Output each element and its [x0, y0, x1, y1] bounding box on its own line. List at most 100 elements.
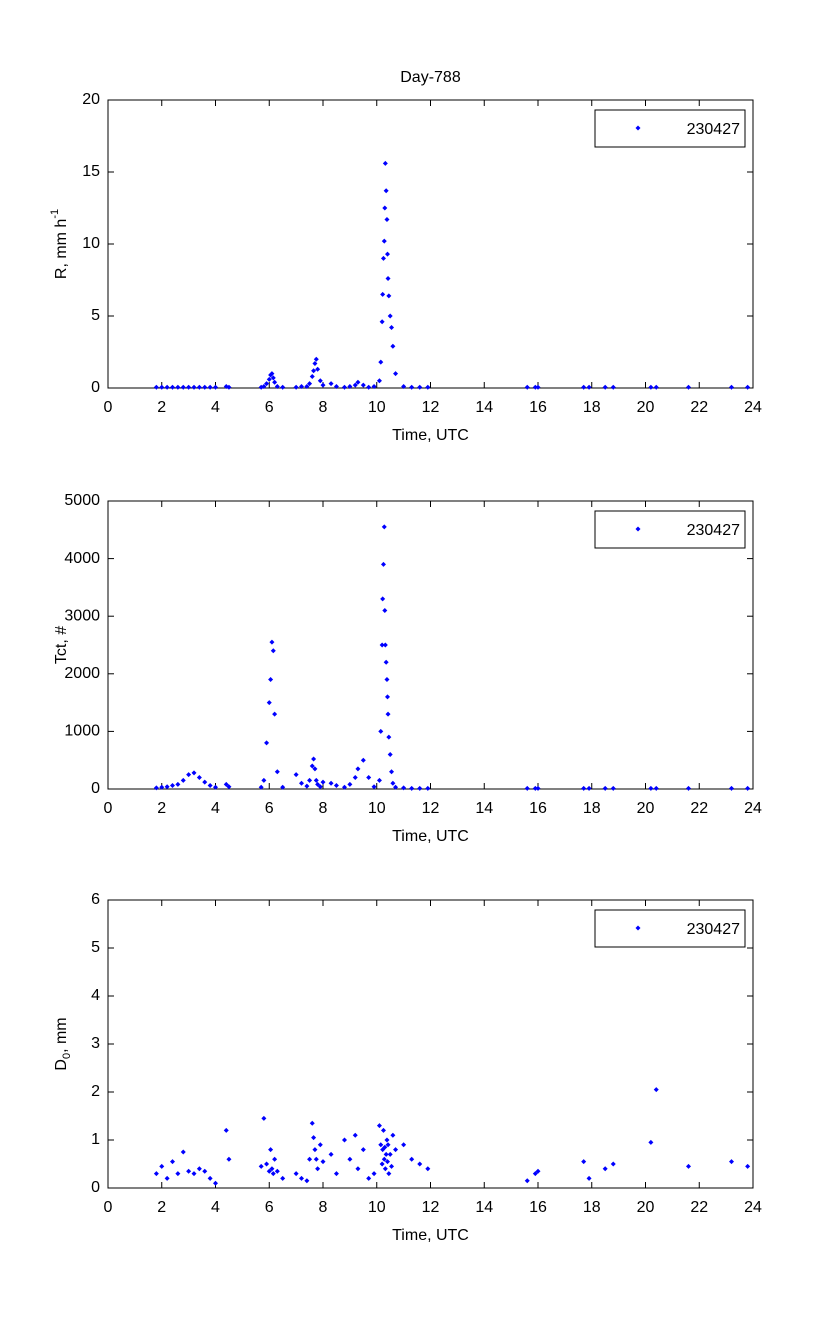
- point: [389, 1163, 395, 1169]
- point: [355, 379, 361, 385]
- x-tick-label: 24: [744, 1199, 762, 1216]
- y-tick-label: 4000: [64, 550, 100, 567]
- point: [385, 694, 390, 700]
- point: [386, 293, 392, 299]
- point: [261, 777, 267, 783]
- x-tick-label: 22: [690, 800, 708, 817]
- point: [390, 780, 396, 786]
- point: [347, 781, 353, 787]
- point: [409, 384, 415, 390]
- point: [384, 677, 390, 683]
- point: [648, 384, 654, 390]
- point: [586, 1175, 592, 1181]
- point: [196, 774, 202, 780]
- point: [386, 1171, 392, 1177]
- point: [307, 381, 313, 387]
- point: [385, 1159, 390, 1165]
- point: [180, 1149, 186, 1155]
- point: [386, 734, 392, 740]
- point: [223, 1127, 229, 1133]
- point: [274, 1168, 280, 1174]
- point: [381, 1156, 387, 1162]
- point: [269, 639, 275, 645]
- x-tick-label: 0: [104, 399, 113, 416]
- x-tick-label: 4: [211, 399, 220, 416]
- point: [352, 1132, 358, 1138]
- point: [653, 384, 659, 390]
- point: [312, 766, 318, 772]
- point: [384, 217, 390, 223]
- point: [315, 366, 321, 372]
- point: [366, 1175, 372, 1181]
- point: [524, 785, 530, 791]
- point: [311, 368, 317, 374]
- point: [380, 255, 386, 261]
- point: [387, 751, 393, 757]
- point: [159, 384, 165, 390]
- point: [729, 384, 734, 390]
- point: [425, 1166, 431, 1172]
- point: [280, 784, 286, 790]
- y-tick-label: 10: [82, 235, 100, 252]
- point: [382, 1166, 388, 1172]
- point: [379, 642, 385, 648]
- point: [380, 1127, 386, 1133]
- point: [417, 785, 423, 791]
- legend-marker: [635, 125, 641, 131]
- point: [311, 1135, 317, 1141]
- y-tick-label: 0: [91, 780, 100, 797]
- legend-label: 230427: [687, 921, 740, 938]
- legend-box: [594, 909, 746, 948]
- point: [207, 783, 213, 789]
- point: [328, 381, 334, 387]
- point: [312, 1147, 318, 1153]
- point: [380, 291, 386, 297]
- x-axis-label: Time, UTC: [392, 427, 469, 444]
- point: [293, 1171, 299, 1177]
- point: [207, 1175, 213, 1181]
- y-axis-label: R, mm h-1: [49, 209, 70, 279]
- point: [745, 785, 751, 791]
- point: [333, 783, 339, 789]
- point: [191, 770, 197, 776]
- point: [293, 384, 299, 390]
- point: [202, 779, 208, 785]
- point: [383, 1151, 389, 1157]
- point: [186, 772, 192, 778]
- point: [586, 785, 592, 791]
- point: [610, 384, 616, 390]
- point: [379, 319, 385, 325]
- point: [180, 384, 186, 390]
- point: [280, 384, 286, 390]
- x-tick-label: 14: [475, 399, 493, 416]
- point: [164, 384, 170, 390]
- point: [389, 769, 395, 775]
- label-part: R, mm h: [53, 219, 70, 279]
- point: [307, 777, 313, 783]
- point: [425, 384, 431, 390]
- point: [381, 524, 387, 530]
- point: [360, 1147, 366, 1153]
- point: [175, 1171, 181, 1177]
- point: [393, 1147, 399, 1153]
- point: [610, 785, 616, 791]
- y-tick-label: 1: [91, 1131, 100, 1148]
- point: [261, 1115, 267, 1121]
- chart-title: Day-788: [400, 69, 461, 86]
- x-tick-label: 8: [319, 800, 328, 817]
- x-tick-label: 24: [744, 399, 762, 416]
- point: [352, 774, 358, 780]
- point: [153, 1171, 159, 1177]
- x-tick-label: 2: [157, 399, 166, 416]
- point: [384, 1137, 390, 1143]
- point: [380, 596, 386, 602]
- y-tick-label: 1000: [64, 723, 100, 740]
- x-tick-label: 12: [422, 800, 440, 817]
- point: [355, 766, 361, 772]
- point: [532, 785, 538, 791]
- y-tick-label: 15: [82, 163, 100, 180]
- legend-label: 230427: [687, 121, 740, 138]
- point: [342, 1137, 347, 1143]
- point: [272, 711, 278, 717]
- point: [304, 783, 310, 789]
